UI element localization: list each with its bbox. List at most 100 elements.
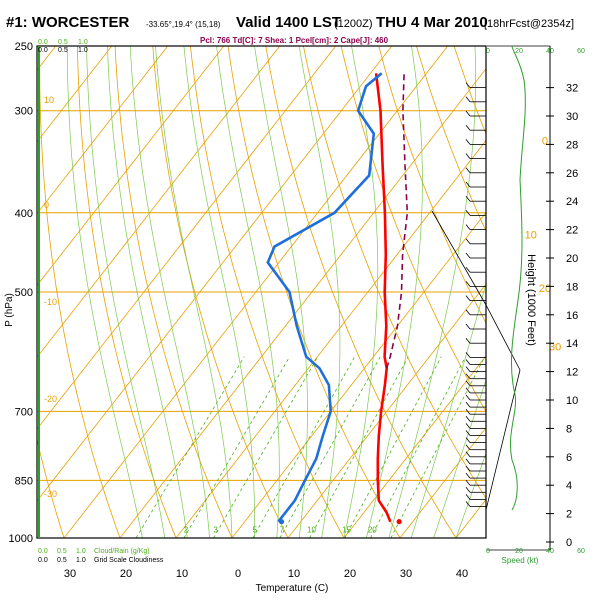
isotherm-label: 0 — [542, 136, 548, 148]
wind-barb — [465, 82, 486, 88]
parcel-info: Pcl: 766 Td[C]: 7 Shea: 1 Pcel[cm]: 2 Ca… — [200, 36, 389, 45]
surface-dewpoint-point — [278, 519, 285, 525]
moist-adiabat-line — [388, 46, 476, 538]
wind-barb — [465, 501, 486, 507]
speed-axis-label: Speed (kt) — [502, 556, 539, 565]
pressure-tick-label: 850 — [15, 475, 33, 487]
wind-barb — [465, 153, 486, 160]
wind-barb — [465, 309, 486, 316]
plot-frame — [36, 45, 487, 539]
mixing-ratio-label: 3 — [213, 525, 218, 534]
chart-title-row: #1: WORCESTER -33.65°,19.4° (15,18) Vali… — [0, 14, 600, 34]
height-tick-label: 18 — [566, 281, 578, 293]
temperature-tick-label: 30 — [400, 568, 412, 580]
wind-speed-profile — [510, 45, 526, 511]
height-tick-label: 20 — [566, 253, 578, 265]
wind-barb — [465, 252, 486, 259]
mixing-ratio-line — [344, 356, 442, 538]
height-tick-label: 14 — [566, 338, 578, 350]
isotherm-label: 10 — [525, 229, 537, 241]
moist-adiabat-line — [86, 46, 166, 538]
surface-temperature-point — [396, 519, 402, 525]
wind-barb — [465, 359, 486, 365]
speed-tick-label: 0 — [486, 48, 490, 55]
cloud-scale-top-label: 0.5 — [58, 39, 68, 46]
mixing-ratio-line — [213, 356, 319, 538]
isotherm-line — [37, 46, 225, 287]
moist-adiabat-line — [107, 46, 188, 538]
speed-tick-label: 20 — [515, 48, 523, 55]
wind-barb — [465, 458, 486, 465]
wind-barb — [465, 479, 486, 486]
mixing-ratio-label: 5 — [253, 525, 258, 534]
height-tick-label: 12 — [566, 367, 578, 379]
wind-barb — [465, 444, 486, 451]
mixing-ratio-line — [279, 356, 381, 538]
wind-barb — [465, 337, 486, 344]
temperature-tick-label: 30 — [64, 568, 76, 580]
dry-adiabat-label: -20 — [44, 394, 57, 404]
dry-adiabat-line — [39, 46, 121, 538]
valid-time-utc: (1200Z) — [334, 18, 373, 30]
wind-barb — [465, 210, 486, 216]
height-tick-label: 26 — [566, 168, 578, 180]
speed-tick-label: 0 — [486, 548, 490, 555]
temperature-tick-label: 10 — [176, 568, 188, 580]
cloud-legend-label: 1.0 — [76, 548, 86, 555]
moist-adiabat-line — [410, 282, 486, 538]
cloud-scale-top-label: 1.0 — [78, 39, 88, 46]
isotherm-line — [399, 427, 486, 538]
cloud-scale-top-label: 0.0 — [38, 39, 48, 46]
temperature-tick-label: 40 — [456, 568, 468, 580]
wind-barb — [465, 472, 486, 479]
wind-barb — [465, 465, 486, 472]
isotherm-line — [231, 211, 486, 538]
speed-tick-label: 40 — [546, 48, 554, 55]
height-tick-label: 24 — [566, 196, 578, 208]
moist-adiabat-line — [216, 46, 280, 538]
isotherm-line — [37, 46, 393, 502]
speed-tick-label: 60 — [577, 548, 585, 555]
dry-adiabat-label: 0 — [44, 200, 49, 210]
mixing-ratio-label: 7 — [280, 525, 285, 534]
height-tick-label: 16 — [566, 310, 578, 322]
wind-barb — [465, 487, 486, 493]
cloud-scale-top-label: 1.0 — [78, 47, 88, 54]
cloud-legend-label: 0.5 — [57, 557, 67, 564]
cloud-scale-top-label: 0.0 — [38, 47, 48, 54]
moist-adiabat-line — [183, 46, 255, 538]
mixing-ratio-label: 15 — [342, 525, 351, 534]
height-tick-label: 22 — [566, 225, 578, 237]
wind-barb — [465, 124, 486, 131]
temperature-tick-label: 20 — [120, 568, 132, 580]
dry-adiabat-line — [76, 46, 177, 538]
height-tick-label: 32 — [566, 83, 578, 95]
isotherm-line — [63, 46, 449, 538]
cloud-legend-label: 0.0 — [38, 548, 48, 555]
height-tick-label: 8 — [566, 423, 572, 435]
wind-barb — [465, 394, 486, 401]
cloud-legend-label: 1.0 — [76, 557, 86, 564]
wind-barb — [465, 408, 486, 415]
wind-barb — [465, 380, 486, 387]
height-tick-label: 0 — [566, 537, 572, 549]
pressure-tick-label: 1000 — [9, 533, 33, 545]
dry-adiabat-line — [114, 46, 233, 538]
mixing-ratio-line — [370, 356, 466, 538]
moist-adiabat-line — [455, 452, 486, 538]
dry-adiabat-label: 10 — [44, 95, 54, 105]
wind-barb — [465, 387, 486, 394]
mixing-ratio-line — [183, 356, 291, 538]
cloud-legend-label: Cloud/Rain (g/Kg) — [94, 548, 150, 555]
temperature-tick-label: 20 — [344, 568, 356, 580]
isotherm-line — [119, 68, 486, 538]
wind-barb — [465, 494, 486, 500]
moist-adiabat-line — [254, 46, 308, 538]
wind-barb — [465, 224, 486, 231]
height-tick-label: 28 — [566, 139, 578, 151]
isotherm-line — [37, 46, 337, 430]
pressure-tick-label: 700 — [15, 406, 33, 418]
wind-barb — [465, 167, 486, 174]
mixing-ratio-line — [135, 356, 245, 538]
mixing-ratio-line — [252, 356, 356, 538]
